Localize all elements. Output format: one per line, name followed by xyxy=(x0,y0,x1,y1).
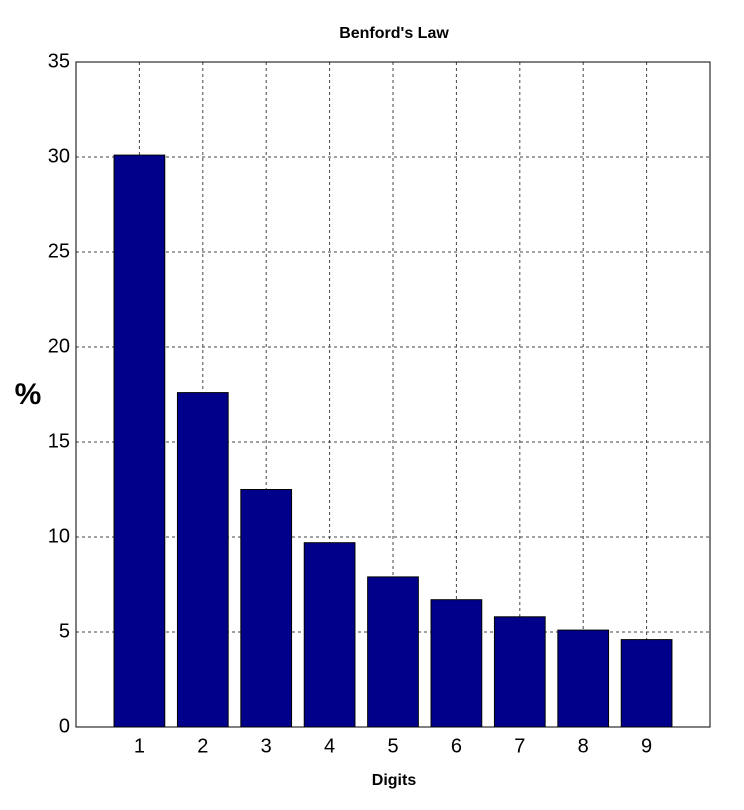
bar xyxy=(176,392,229,728)
y-axis-label: % xyxy=(15,378,42,411)
x-tick-label: 1 xyxy=(134,735,145,757)
x-tick-label: 9 xyxy=(641,735,652,757)
y-tick-label: 25 xyxy=(48,240,70,262)
x-tick-label: 7 xyxy=(514,735,525,757)
plot-frame xyxy=(75,61,711,728)
x-tick-label: 5 xyxy=(387,735,398,757)
y-tick-label: 0 xyxy=(59,715,70,737)
y-tick-label: 20 xyxy=(48,335,70,357)
x-tick-label: 8 xyxy=(578,735,589,757)
bar xyxy=(620,639,673,728)
bar xyxy=(303,542,356,728)
x-tick-label: 6 xyxy=(451,735,462,757)
y-tick-label: 15 xyxy=(48,430,70,452)
y-tick-label: 35 xyxy=(48,50,70,72)
x-tick-label: 2 xyxy=(197,735,208,757)
x-tick-label: 3 xyxy=(261,735,272,757)
x-tick-label: 4 xyxy=(324,735,335,757)
bar xyxy=(367,576,419,728)
y-tick-label: 5 xyxy=(59,620,70,642)
y-tick-label: 10 xyxy=(48,525,70,547)
x-axis-label: Digits xyxy=(372,772,417,789)
bar xyxy=(557,629,610,728)
bar xyxy=(430,599,483,728)
y-tick-label: 30 xyxy=(48,145,70,167)
bar xyxy=(240,489,293,728)
bar xyxy=(113,154,166,728)
bar xyxy=(493,616,546,728)
chart-title: Benford's Law xyxy=(339,25,449,42)
